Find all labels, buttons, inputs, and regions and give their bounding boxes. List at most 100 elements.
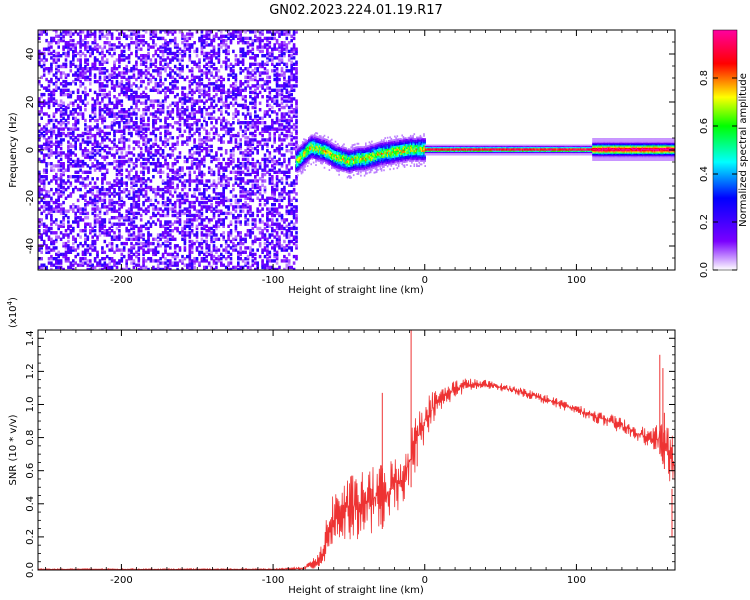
heatmap-cell (84, 257, 87, 261)
heatmap-cell (108, 41, 111, 45)
heatmap-cell (147, 248, 150, 252)
heatmap-cell (57, 235, 60, 239)
heatmap-cell (200, 30, 204, 32)
heatmap-cell (210, 237, 213, 241)
heatmap-cell (176, 168, 179, 172)
heatmap-cell (93, 101, 97, 105)
heatmap-cell (195, 49, 199, 54)
heatmap-cell (224, 179, 228, 183)
heatmap-cell (198, 79, 201, 84)
heatmap-cell (232, 241, 235, 246)
heatmap-cell (224, 239, 228, 244)
heatmap-cell (161, 108, 165, 112)
heatmap-cell (132, 110, 136, 114)
heatmap-cell (86, 136, 90, 140)
heatmap-cell (205, 200, 208, 205)
heatmap-cell (244, 237, 247, 241)
heatmap-cell (183, 179, 187, 183)
heatmap-cell (132, 216, 136, 220)
heatmap-cell (122, 125, 126, 129)
heatmap-cell (215, 250, 218, 254)
heatmap-cell (273, 203, 276, 207)
heatmap-cell (227, 77, 230, 82)
heatmap-cell (120, 43, 124, 47)
heatmap-cell (190, 213, 194, 218)
heatmap-cell (74, 73, 77, 77)
heatmap-cell (246, 231, 250, 235)
heatmap-cell (81, 114, 85, 118)
heatmap-cell (139, 34, 143, 38)
heatmap-cell (176, 105, 179, 110)
heatmap-cell (137, 157, 141, 162)
heatmap-cell (198, 151, 201, 155)
heatmap-cell (110, 246, 114, 250)
heatmap-cell (271, 36, 274, 41)
heatmap-cell (159, 170, 162, 174)
heatmap-cell (137, 198, 141, 203)
heatmap-cell (176, 103, 179, 108)
heatmap-cell (108, 47, 111, 51)
heatmap-cell (72, 229, 75, 233)
heatmap-cell (183, 159, 187, 164)
heatmap-cell (159, 136, 162, 140)
heatmap-cell (232, 237, 235, 241)
heatmap-cell (38, 110, 41, 114)
heatmap-cell (171, 142, 175, 146)
heatmap-cell (45, 86, 48, 90)
heatmap-cell (232, 166, 235, 170)
heatmap-cell (154, 88, 158, 92)
heatmap-cell (224, 47, 228, 51)
heatmap-cell (62, 138, 65, 142)
heatmap-cell (193, 112, 196, 116)
heatmap-cell (139, 179, 143, 183)
heatmap-cell (110, 108, 114, 112)
heatmap-cell (169, 168, 172, 172)
heatmap-cell (84, 209, 87, 213)
heatmap-cell (57, 261, 60, 265)
heatmap-cell (275, 82, 279, 86)
heatmap-cell (227, 183, 230, 187)
heatmap-cell (69, 144, 73, 149)
heatmap-cell (125, 168, 128, 172)
heatmap-cell (280, 60, 284, 64)
heatmap-cell (220, 200, 223, 205)
heatmap-cell (280, 259, 284, 263)
heatmap-cell (207, 218, 211, 222)
heatmap-cell (154, 187, 158, 192)
heatmap-cell (67, 265, 70, 270)
heatmap-cell (59, 38, 63, 43)
heatmap-cell (79, 146, 82, 151)
heatmap-cell (40, 116, 43, 120)
heatmap-cell (271, 203, 274, 207)
heatmap-cell (115, 67, 119, 71)
heatmap-cell (76, 32, 80, 36)
heatmap-cell (222, 43, 225, 47)
heatmap-cell (120, 79, 124, 84)
heatmap-cell (239, 181, 242, 185)
heatmap-cell (159, 103, 162, 108)
heatmap-cell (241, 112, 245, 116)
heatmap-cell (237, 118, 240, 123)
heatmap-cell (96, 97, 99, 101)
heatmap-cell (69, 38, 73, 43)
heatmap-cell (283, 95, 286, 99)
heatmap-cell (195, 259, 199, 263)
heatmap-cell (130, 67, 133, 71)
heatmap-cell (79, 43, 82, 47)
heatmap-cell (261, 121, 264, 125)
heatmap-cell (132, 97, 136, 101)
heatmap-cell (169, 90, 172, 95)
heatmap-cell (93, 144, 97, 149)
heatmap-cell (244, 261, 247, 265)
heatmap-cell (251, 252, 255, 257)
heatmap-cell (234, 194, 238, 198)
heatmap-cell (246, 51, 250, 56)
heatmap-cell (186, 138, 189, 142)
heatmap-cell (125, 265, 128, 270)
heatmap-cell (239, 237, 242, 241)
heatmap-cell (127, 252, 131, 257)
heatmap-cell (67, 257, 70, 261)
heatmap-cell (290, 248, 293, 252)
heatmap-cell (103, 192, 107, 196)
heatmap-cell (147, 166, 150, 170)
